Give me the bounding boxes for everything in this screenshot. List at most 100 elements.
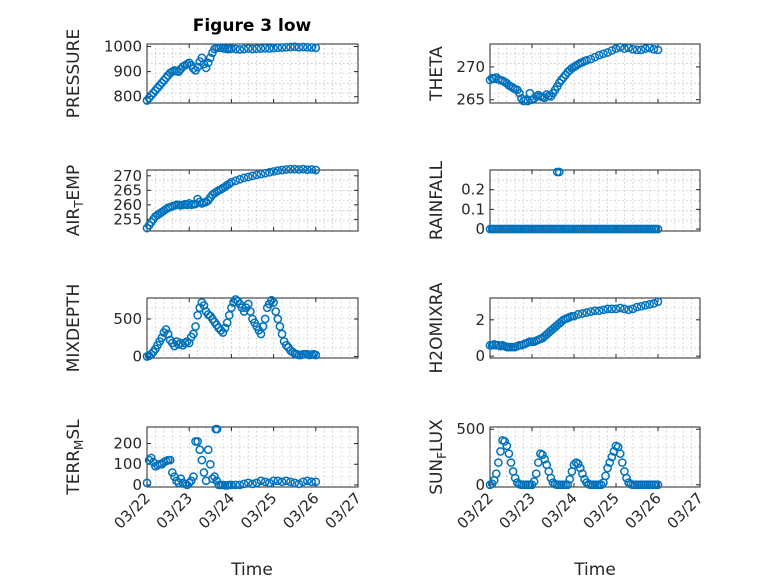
data-point	[303, 476, 312, 486]
data-point	[281, 165, 291, 174]
y-tick-label: 100	[113, 455, 142, 473]
data-point	[189, 329, 198, 339]
y-tick-label: 200	[113, 435, 142, 453]
data-point	[161, 73, 171, 83]
data-point	[622, 473, 631, 483]
data-point	[641, 44, 650, 53]
data-point	[653, 45, 663, 55]
axes-box	[489, 297, 701, 359]
y-axis-label: THETA	[427, 46, 447, 102]
data-point	[256, 329, 266, 339]
data-point	[575, 463, 585, 473]
data-point	[546, 473, 556, 483]
data-point	[578, 469, 587, 479]
data-point	[594, 306, 604, 316]
data-point	[506, 458, 516, 467]
data-point	[195, 303, 205, 313]
data-point	[269, 298, 278, 307]
data-point	[165, 455, 175, 465]
data-point	[231, 480, 240, 490]
data-point	[216, 325, 226, 335]
data-point	[271, 307, 281, 316]
data-point	[632, 302, 642, 312]
data-point	[239, 479, 249, 489]
data-point	[191, 322, 200, 331]
data-point	[615, 42, 625, 52]
data-point	[294, 479, 304, 489]
data-point	[582, 56, 591, 65]
data-point	[286, 42, 295, 52]
data-point	[265, 478, 274, 488]
data-point	[281, 476, 291, 486]
data-point	[269, 167, 278, 176]
data-point	[180, 338, 190, 348]
data-point	[531, 469, 541, 479]
data-point	[298, 42, 308, 52]
data-point	[281, 340, 291, 350]
y-tick-label: 270	[113, 167, 142, 185]
x-tick-label: 03/27	[322, 489, 365, 532]
axes-box	[489, 43, 701, 104]
data-point	[212, 187, 221, 197]
data-point	[645, 43, 654, 53]
data-point	[632, 45, 642, 55]
data-point	[231, 176, 240, 186]
y-tick-label: 265	[113, 181, 142, 199]
data-point	[246, 307, 255, 316]
subplot-h2omixra: 0 2 H2OMIXRA	[427, 282, 701, 374]
data-point	[243, 299, 253, 309]
data-point	[628, 44, 638, 54]
data-point	[235, 480, 245, 490]
data-point	[197, 455, 207, 465]
data-point	[491, 469, 501, 479]
data-point	[174, 67, 183, 76]
data-point	[294, 165, 304, 174]
data-point	[256, 476, 266, 486]
data-point	[290, 164, 300, 174]
x-tick-label: 03/23	[496, 489, 539, 532]
data-point	[224, 310, 234, 320]
data-point	[573, 459, 583, 469]
data-point	[265, 44, 274, 53]
data-point	[620, 44, 629, 53]
data-point	[277, 477, 287, 487]
data-point	[243, 478, 253, 488]
y-axis-label: PRESSURE	[64, 29, 84, 118]
data-point	[273, 476, 283, 486]
y-axis-label: H2OMIXRA	[427, 282, 447, 373]
data-point	[243, 172, 253, 182]
axes-box	[146, 43, 359, 104]
data-point	[199, 468, 209, 477]
data-point	[227, 480, 236, 490]
data-point	[502, 441, 512, 451]
y-axis-label: RAINFALL	[427, 160, 447, 240]
y-axis-label: AIRTEMP	[64, 165, 86, 236]
data-point	[193, 310, 202, 320]
data-point	[565, 474, 575, 484]
x-axis-label-left: Time	[230, 560, 273, 580]
data-point	[573, 310, 583, 319]
data-point	[611, 304, 621, 314]
data-point	[311, 165, 321, 175]
data-point	[504, 449, 514, 459]
data-point	[294, 42, 304, 52]
data-point	[248, 171, 257, 181]
y-tick-label: 0	[132, 476, 142, 494]
data-point	[186, 476, 196, 486]
data-point	[599, 305, 608, 315]
data-point	[311, 350, 321, 360]
data-point	[607, 46, 617, 55]
data-point	[500, 437, 510, 446]
data-point	[210, 472, 219, 482]
data-point	[636, 45, 646, 55]
data-point	[269, 43, 278, 53]
data-point	[195, 445, 205, 455]
data-point	[277, 329, 287, 339]
data-point	[148, 88, 158, 98]
y-axis-label: TERRMSL	[64, 419, 86, 496]
data-point	[311, 43, 321, 53]
x-tick-label: 03/25	[237, 489, 280, 532]
data-point	[303, 165, 312, 175]
data-point	[307, 43, 316, 52]
x-tick-label: 03/24	[538, 489, 581, 532]
